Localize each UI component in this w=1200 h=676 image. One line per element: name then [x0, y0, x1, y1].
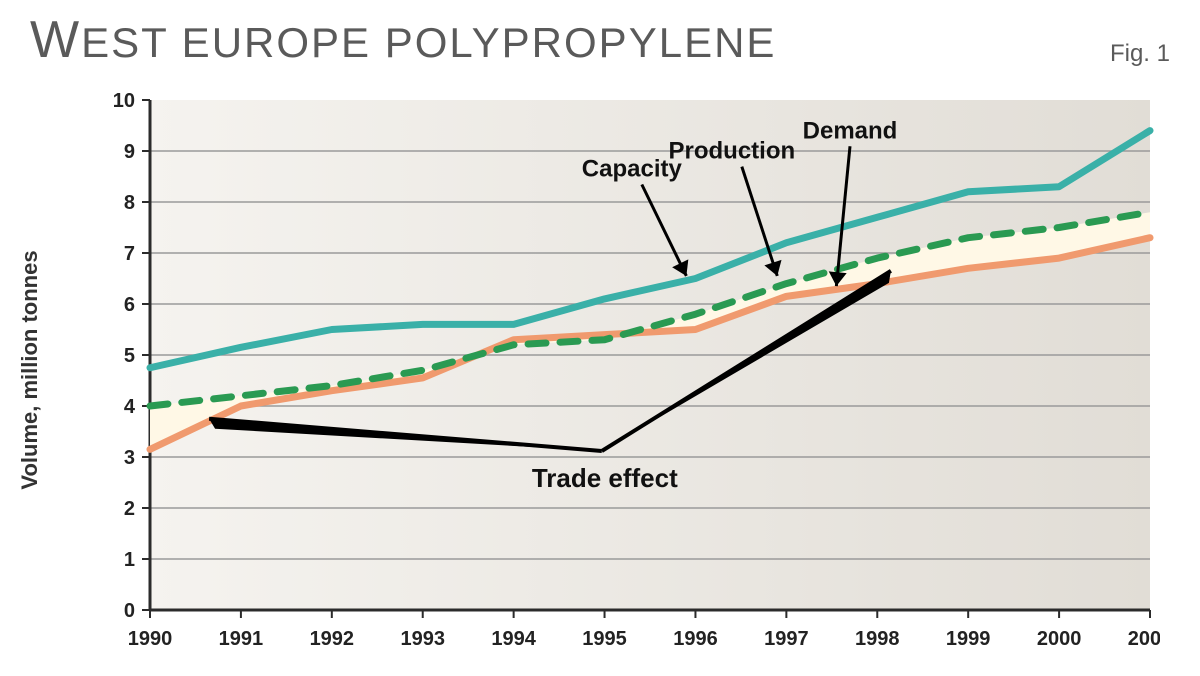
x-tick-label: 1998 [855, 628, 900, 650]
x-tick-label: 1993 [400, 628, 445, 650]
y-tick-label: 5 [124, 345, 135, 367]
y-tick-label: 10 [113, 90, 135, 112]
trade-effect-label: Trade effect [532, 463, 678, 493]
chart-svg: 0 1 2 3 4 5 6 7 8 9 10 1990 1991 1992 1993 1994 1995 1996… [60, 80, 1160, 660]
x-tick-label: 1994 [491, 628, 536, 650]
x-tick-label: 1995 [582, 628, 627, 650]
x-tick-label: 1997 [764, 628, 809, 650]
x-tick-label: 1990 [128, 628, 173, 650]
production-label: Production [668, 138, 795, 165]
figure-number: Fig. 1 [1110, 40, 1170, 70]
y-tick-label: 9 [124, 141, 135, 163]
y-tick-label: 6 [124, 294, 135, 316]
y-axis-label: Volume, million tonnes [17, 250, 43, 489]
chart-title: WEST EUROPE POLYPROPYLENE [30, 10, 776, 70]
chart-area: Volume, million tonnes 01234567891019901… [60, 80, 1160, 660]
title-rest: EST EUROPE POLYPROPYLENE [81, 19, 776, 66]
x-tick-label: 1992 [310, 628, 355, 650]
y-tick-label: 3 [124, 447, 135, 469]
y-tick-label: 4 [124, 396, 136, 418]
capacity-label: Capacity [582, 156, 683, 183]
y-tick-label: 0 [124, 600, 135, 622]
y-tick-label: 1 [124, 549, 135, 571]
x-tick-label: 1999 [946, 628, 991, 650]
x-tick-label: 2000 [1037, 628, 1082, 650]
title-cap: W [30, 11, 81, 69]
y-tick-label: 2 [124, 498, 135, 520]
x-tick-label: 2001 [1128, 628, 1160, 650]
x-tick-label: 1991 [219, 628, 264, 650]
x-tick-label: 1996 [673, 628, 718, 650]
demand-label: Demand [803, 117, 898, 144]
y-tick-label: 8 [124, 192, 135, 214]
y-tick-label: 7 [124, 243, 135, 265]
